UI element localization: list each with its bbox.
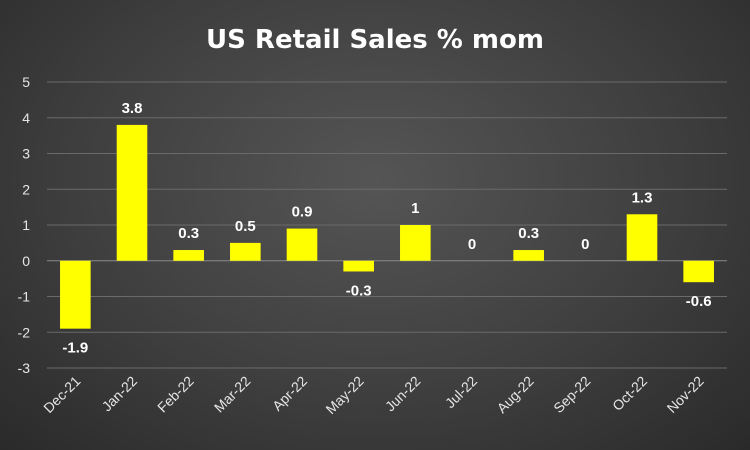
x-tick-label: Jun-22 (382, 373, 424, 415)
x-tick-label: Mar-22 (211, 373, 254, 416)
data-label: 0.3 (178, 225, 199, 242)
data-label: 0 (581, 236, 589, 253)
data-label: -1.9 (62, 340, 88, 357)
x-tick-label: Dec-21 (40, 373, 83, 416)
x-tick-label: Aug-22 (494, 373, 537, 416)
y-tick-label: 4 (22, 110, 30, 126)
x-tick-label: May-22 (322, 373, 366, 417)
y-tick-label: 2 (22, 181, 30, 197)
data-label: 0 (468, 236, 476, 253)
chart-title: US Retail Sales % mom (206, 25, 544, 55)
data-label: 0.3 (518, 225, 539, 242)
x-tick-label: Feb-22 (154, 373, 197, 416)
x-axis-ticks: Dec-21 Jan-22 Feb-22 Mar-22 Apr-22 May-22 Jun-… (40, 373, 707, 417)
y-tick-label: 3 (22, 146, 30, 162)
y-tick-label: 1 (22, 217, 30, 233)
y-tick-label: -2 (18, 324, 31, 340)
y-tick-label: -3 (18, 360, 31, 376)
y-axis-ticks: -3 -2 -1 0 1 2 3 4 5 (18, 74, 31, 376)
data-label: 1.3 (632, 189, 653, 206)
x-tick-label: Apr-22 (269, 373, 310, 414)
bar (116, 124, 148, 261)
bar (343, 260, 374, 272)
bar (173, 250, 204, 261)
y-tick-label: 5 (22, 74, 30, 90)
bar (626, 214, 658, 261)
x-tick-label: Sep-22 (550, 373, 593, 416)
data-label: 0.5 (235, 218, 256, 235)
bar (286, 228, 318, 261)
data-label: -0.6 (686, 293, 712, 310)
data-labels: -1.9 3.8 0.3 0.5 0.9 -0.3 1 0 0.3 0 1.3 -0.6 (62, 100, 711, 357)
data-label: 3.8 (122, 100, 143, 117)
y-tick-label: -1 (18, 289, 31, 305)
y-tick-label: 0 (22, 253, 30, 269)
bar (513, 250, 544, 261)
data-label: -0.3 (346, 282, 372, 299)
x-tick-label: Oct-22 (609, 373, 650, 414)
x-tick-label: Nov-22 (664, 373, 707, 416)
bar (400, 225, 431, 261)
x-tick-label: Jan-22 (99, 373, 141, 415)
bar (230, 242, 261, 261)
gridlines (47, 81, 727, 369)
bars (60, 124, 714, 329)
bar (683, 260, 714, 283)
data-label: 0.9 (292, 204, 313, 221)
bar (60, 260, 91, 329)
data-label: 1 (411, 200, 419, 217)
x-tick-label: Jul-22 (442, 373, 480, 411)
